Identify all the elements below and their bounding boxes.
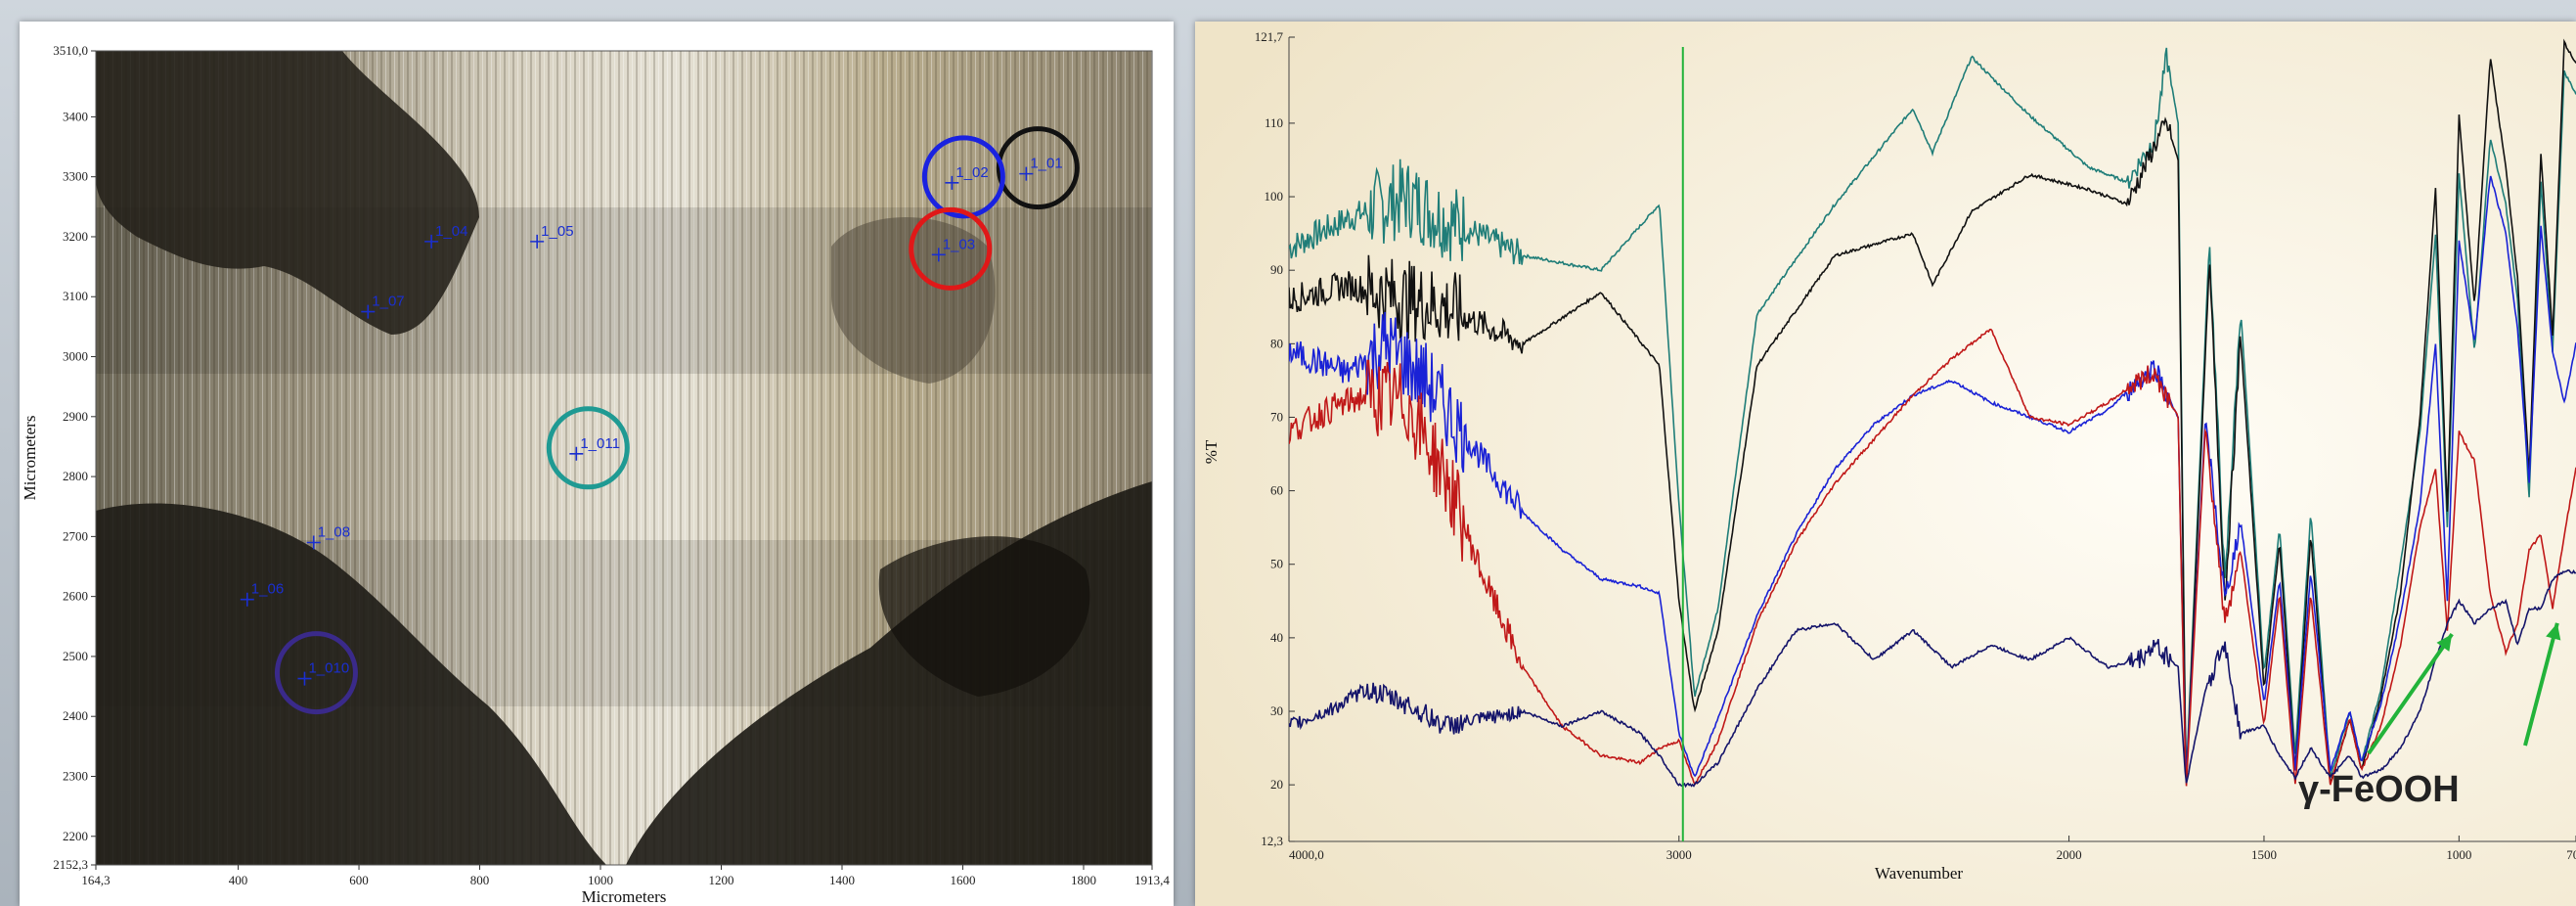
sample-circle [996,126,1080,210]
y-tick-label: 2152,3 [53,857,88,872]
y-axis-title: %T [1202,439,1221,464]
spectrum-line [1289,175,2576,778]
x-tick-label: 1500 [2251,847,2277,862]
sample-point-marker [569,446,584,461]
x-tick-label: 1000 [2446,847,2471,862]
micrograph-panel: 3510,0 3400 3300 3200 3100 3000 2900 2800 2700 26… [20,22,1174,906]
sample-point-label: 1_06 [251,581,284,598]
micrograph-chart: 3510,0 3400 3300 3200 3100 3000 2900 2800 2700 26… [21,43,1170,906]
x-tick-label: 4000,0 [1289,847,1324,862]
corrosion-deposit [878,536,1090,697]
y-tick-label: 80 [1270,336,1283,350]
y-tick-label: 100 [1265,189,1284,204]
y-tick-label: 121,7 [1255,29,1284,44]
plot-frame [95,50,1153,866]
y-tick-label: 110 [1265,115,1283,130]
y-tick-label: 2600 [63,589,88,604]
sample-point-label: 1_05 [541,223,573,240]
sample-point-marker [1019,166,1034,181]
annotation-arrow [2523,622,2559,747]
y-tick-label: 3100 [63,289,88,303]
x-tick-label: 800 [470,873,490,887]
sample-point-marker [530,234,545,249]
spectrum-chart: 121,7 110 100 90 80 70 60 50 40 30 20 12,3 4000,0 300… [1195,22,2576,906]
y-tick-label: 2400 [63,708,88,723]
x-tick-label: 1400 [829,873,855,887]
y-tick-label: 12,3 [1261,834,1283,848]
corrosion-deposit [96,503,606,865]
sample-point-label: 1_011 [580,435,620,452]
x-tick-label: 1913,4 [1134,873,1170,887]
x-axis-title: Wavenumber [1875,864,1964,883]
y-axis-title: Micrometers [21,416,39,501]
sample-point-marker [306,535,321,550]
x-tick-label: 1000 [588,873,613,887]
sample-circle [274,631,358,715]
sample-circle [909,206,993,291]
y-tick-label: 90 [1270,262,1283,277]
y-tick-label: 30 [1270,703,1283,718]
sample-circle [546,406,630,490]
sample-point-marker [361,304,376,319]
y-tick-label: 40 [1270,630,1283,645]
sample-point-label: 1_01 [1030,156,1062,172]
spectrum-line [1289,569,2576,789]
x-tick-label: 1200 [709,873,734,887]
sample-point-marker [297,671,312,686]
annotation-arrowhead [2436,634,2453,652]
y-tick-label: 50 [1270,557,1283,571]
x-tick-label: 1800 [1071,873,1096,887]
y-tick-label: 3300 [63,169,88,184]
y-tick-label: 60 [1270,483,1283,498]
annotation-label: γ-FeOOH [2298,769,2460,810]
x-axis-title: Micrometers [582,887,667,906]
spectrum-line [1289,328,2576,787]
y-tick-label: 2800 [63,469,88,483]
sample-circle [921,135,1005,219]
sample-point-marker [945,175,959,190]
sample-point-label: 1_04 [435,223,467,240]
annotation-arrowhead [2546,622,2561,641]
sample-point-marker [240,592,254,607]
y-tick-label: 3400 [63,109,88,123]
x-tick-label: 2000 [2057,847,2082,862]
y-tick-label: 20 [1270,777,1283,792]
sample-point-label: 1_08 [318,523,350,540]
corrosion-deposit [96,51,479,335]
y-tick-label: 2500 [63,649,88,663]
y-tick-label: 70 [1270,409,1283,424]
sample-point-label: 1_03 [943,236,975,252]
spectra-group [1289,38,2576,789]
x-tick-label: 400 [229,873,248,887]
y-tick-label: 2200 [63,829,88,843]
sample-point-marker [424,234,439,249]
x-tick-label: 3000 [1666,847,1692,862]
sample-point-marker [931,248,946,262]
y-tick-label: 2700 [63,528,88,543]
y-tick-label: 3000 [63,349,88,364]
x-tick-label: 600 [349,873,369,887]
y-tick-label: 2900 [63,409,88,424]
sample-point-label: 1_07 [372,294,404,310]
annotation-arrow [2367,632,2454,755]
x-tick-label: 164,3 [81,873,110,887]
sample-point-label: 1_02 [955,164,988,181]
y-tick-label: 3510,0 [53,43,88,58]
x-tick-label: 1600 [950,873,975,887]
x-tick-label: 700 [2566,847,2576,862]
spectrum-panel: 121,7 110 100 90 80 70 60 50 40 30 20 12,3 4000,0 300… [1195,22,2576,906]
y-tick-label: 2300 [63,768,88,783]
corrosion-deposit [831,217,996,384]
y-tick-label: 3200 [63,229,88,244]
sample-point-label: 1_010 [308,660,349,677]
